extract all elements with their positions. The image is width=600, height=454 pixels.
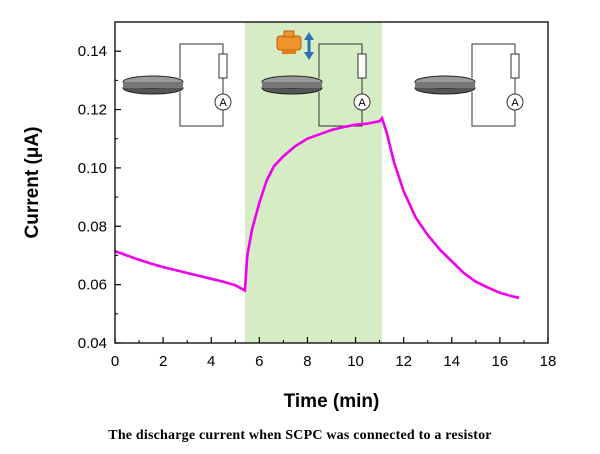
ammeter-symbol: A: [511, 97, 519, 109]
x-tick-label: 12: [395, 353, 412, 370]
wire-bottom-icon: [318, 92, 363, 127]
chart: A A A 0 2 4 6 8 10 12 14 16 18 0.04 0.06 0.08 0.10 0.12…: [22, 21, 557, 412]
ammeter-icon: [353, 93, 371, 111]
arrow-up-icon: [304, 32, 314, 40]
device-disk-side-icon: [415, 82, 475, 88]
x-tick-label: 0: [111, 353, 119, 370]
wire-bottom-icon: [179, 92, 224, 127]
ammeter-symbol: A: [219, 97, 227, 109]
ammeter-symbol: A: [358, 97, 366, 109]
device-disk-side-icon: [123, 82, 183, 88]
weight-body-icon: [276, 35, 302, 51]
y-tick-label: 0.12: [78, 102, 107, 119]
device-disk-side-icon: [262, 82, 322, 88]
y-tick-label: 0.06: [78, 277, 107, 294]
wire-bottom-icon: [471, 92, 516, 127]
series-line: [114, 115, 520, 300]
y-tick-label: 0.04: [78, 335, 107, 352]
wire-top-icon: [179, 43, 224, 78]
x-tick-label: 16: [492, 353, 509, 370]
weight-neck-icon: [283, 30, 295, 38]
x-tick-label: 6: [255, 353, 263, 370]
y-tick-label: 0.14: [78, 43, 107, 60]
resistor-icon: [218, 53, 228, 79]
y-axis-ticks: 0.04 0.06 0.08 0.10 0.12 0.14: [78, 43, 121, 352]
ammeter-icon: [214, 93, 232, 111]
x-axis-ticks: 0 2 4 6 8 10 12 14 16 18: [111, 337, 557, 370]
x-tick-label: 2: [159, 353, 167, 370]
x-tick-label: 4: [207, 353, 215, 370]
x-tick-label: 14: [443, 353, 460, 370]
y-tick-label: 0.08: [78, 218, 107, 235]
x-tick-label: 18: [540, 353, 557, 370]
weight-base-icon: [282, 50, 296, 54]
resistor-icon: [357, 53, 367, 79]
resistor-icon: [510, 53, 520, 79]
x-tick-label: 8: [303, 353, 311, 370]
arrow-down-icon: [304, 52, 314, 60]
ammeter-icon: [506, 93, 524, 111]
wire-top-icon: [471, 43, 516, 78]
y-tick-label: 0.10: [78, 160, 107, 177]
x-axis-title: Time (min): [284, 391, 380, 412]
x-tick-label: 10: [347, 353, 364, 370]
figure-caption: The discharge current when SCPC was conn…: [108, 428, 492, 443]
y-axis-title: Current (μA): [22, 127, 43, 239]
wire-top-icon: [318, 43, 363, 78]
